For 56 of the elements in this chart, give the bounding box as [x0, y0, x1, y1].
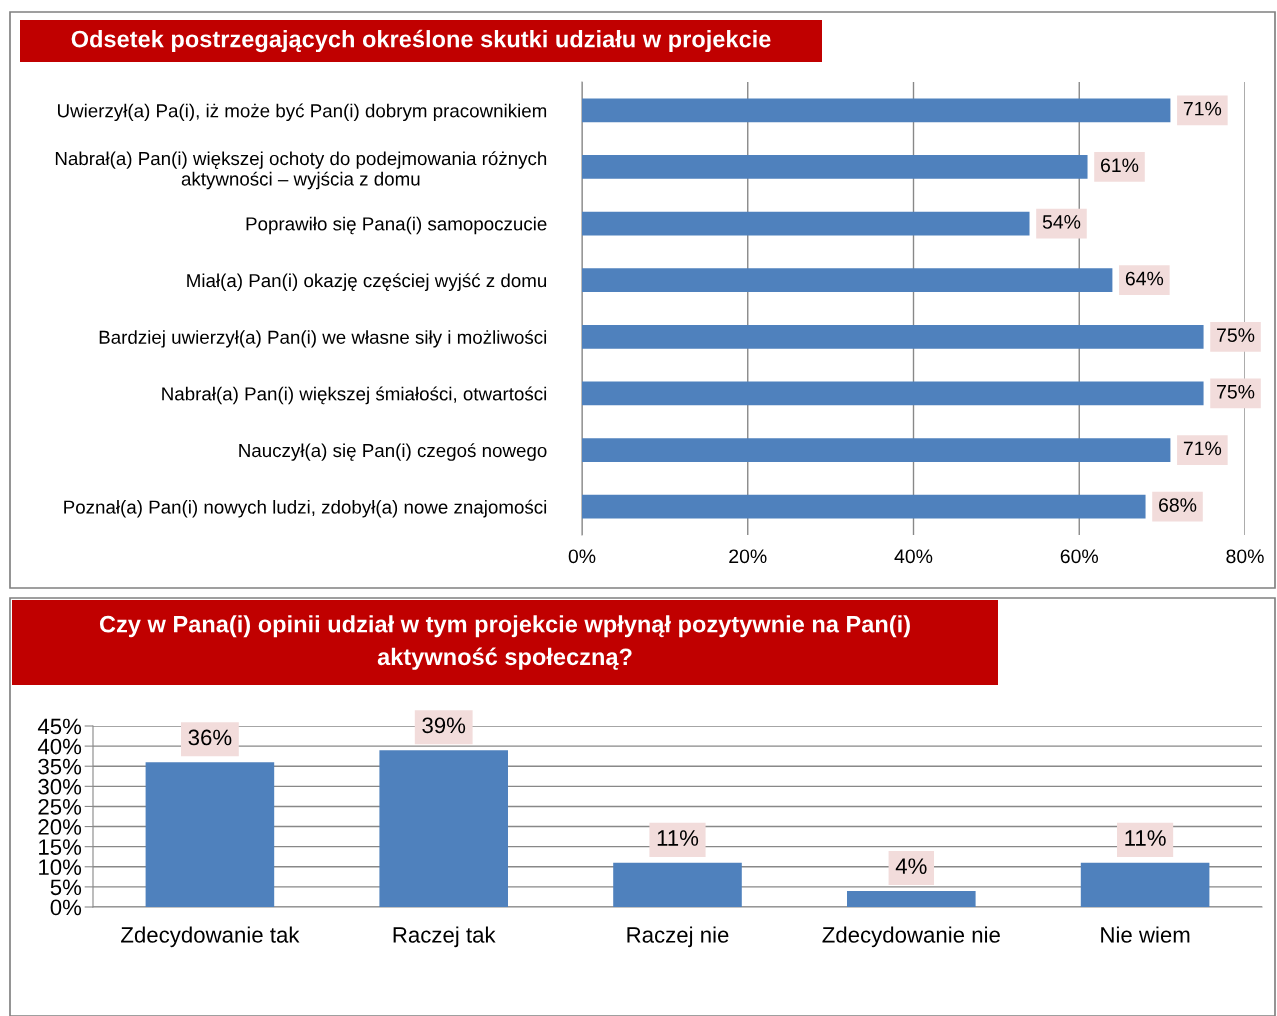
- x-tick-label: 80%: [1226, 549, 1264, 564]
- data-label: 64%: [1125, 271, 1164, 286]
- data-label: 75%: [1217, 328, 1255, 343]
- bar: [582, 438, 1171, 462]
- bar: [582, 494, 1146, 519]
- bar: [847, 890, 976, 907]
- y-tick-label: Nabrał(a) Pan(i) większej ochoty do podejmowania różnych aktywności – wyjścia z domu: [55, 151, 547, 190]
- data-label: 4%: [895, 858, 927, 874]
- bar: [145, 762, 275, 907]
- bar: [582, 211, 1030, 236]
- bar: [379, 750, 508, 907]
- y-tick-label: Nabrał(a) Pan(i) większej śmiałości, otwartości: [162, 386, 547, 405]
- chart-title: Odsetek postrzegających określone skutki udziału w projekcie: [71, 29, 771, 53]
- data-label: 68%: [1159, 498, 1197, 512]
- bar: [582, 324, 1204, 349]
- data-label: 75%: [1217, 384, 1255, 399]
- data-label: 71%: [1183, 441, 1222, 456]
- bar: [582, 381, 1204, 406]
- y-tick-label: 20%: [38, 819, 82, 835]
- x-tick-label: Raczej tak: [393, 926, 496, 948]
- y-tick-label: 40%: [37, 738, 82, 755]
- data-label: 61%: [1101, 158, 1139, 173]
- bar: [613, 862, 742, 907]
- data-label: 71%: [1183, 101, 1222, 116]
- y-tick-label: 35%: [38, 758, 82, 775]
- bar: [582, 268, 1113, 293]
- y-tick-label: 15%: [39, 839, 82, 855]
- x-tick-label: 0%: [568, 549, 596, 564]
- data-label: 54%: [1042, 215, 1081, 229]
- data-label: 36%: [188, 729, 232, 746]
- y-tick-label: Uwierzył(a) Pa(i), iż może być Pan(i) dobrym pracownikiem: [58, 103, 547, 122]
- y-tick-label: Nauczył(a) się Pan(i) czegoś nowego: [239, 443, 547, 461]
- bar: [1080, 862, 1210, 907]
- data-label: 11%: [657, 830, 699, 846]
- x-tick-label: 20%: [729, 549, 767, 564]
- y-tick-label: 30%: [38, 778, 82, 795]
- y-tick-label: Miał(a) Pan(i) okazję częściej wyjść z domu: [187, 273, 547, 291]
- y-tick-label: 5%: [50, 879, 82, 896]
- x-tick-label: Zdecydowanie nie: [822, 926, 1000, 948]
- x-tick-label: Nie wiem: [1101, 926, 1190, 943]
- x-tick-label: Raczej nie: [627, 926, 729, 948]
- x-tick-label: 40%: [894, 549, 933, 564]
- y-tick-label: Poprawiło się Pana(i) samopoczucie: [246, 216, 547, 235]
- x-tick-label: 60%: [1060, 549, 1099, 564]
- y-tick-label: Bardziej uwierzył(a) Pan(i) we własne siły i możliwości: [99, 329, 547, 348]
- chart-title: Czy w Pana(i) opinii udział w tym projekcie wpłynął pozytywnie na Pan(i) aktywność społeczną?: [99, 615, 910, 670]
- y-tick-label: 0%: [50, 899, 82, 916]
- y-tick-label: 25%: [38, 798, 82, 815]
- y-tick-label: 10%: [39, 859, 82, 876]
- data-label: 11%: [1125, 830, 1166, 846]
- bar: [582, 155, 1088, 179]
- bar: [582, 98, 1171, 123]
- y-tick-label: 45%: [37, 718, 82, 735]
- y-tick-label: Poznał(a) Pan(i) nowych ludzi, zdobył(a) nowe znajomości: [64, 499, 547, 518]
- x-tick-label: Zdecydowanie tak: [121, 926, 300, 948]
- data-label: 39%: [422, 717, 466, 734]
